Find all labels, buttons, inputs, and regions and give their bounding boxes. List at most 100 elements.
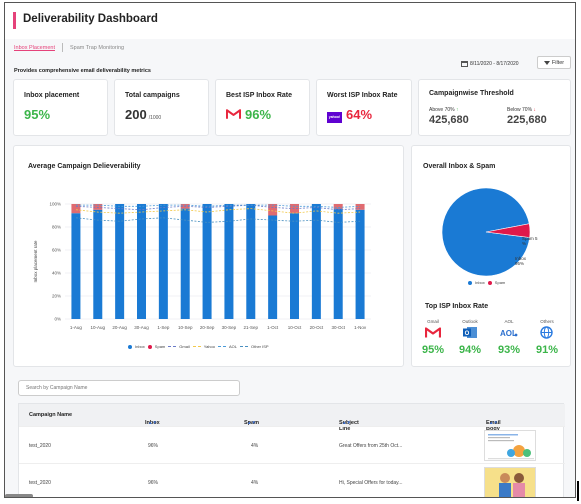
y-tick-label: 60% [52,248,61,253]
isp-value-outlook: 94% [458,344,482,356]
table-row[interactable]: test_2020 96% 4% Great Offers from 25th … [19,426,565,463]
avg-deliverability-card: Average Campaign Delieverability Inbox p… [13,145,404,367]
bar-inbox [333,208,343,319]
pie-title: Overall Inbox & Spam [423,163,496,170]
kpi-label: Worst ISP Inbox Rate [327,92,398,99]
gmail-icon [425,327,441,338]
bar-inbox [71,213,81,319]
series-line-aol [75,204,361,208]
below-label-text: Below 70% [507,107,533,113]
isp-value-gmail: 95% [421,344,445,356]
threshold-below-value: 225,680 [507,114,547,126]
pie-label-spam-line: Spam 5 [522,236,538,241]
bar-inbox [137,204,146,319]
tab-bar: Inbox Placement Spam Trap Monitoring [14,43,124,52]
calendar-icon [461,61,468,67]
x-tick-label: 10-Oct [288,325,302,330]
isp-value-aol: 93% [497,344,521,356]
arrow-up-icon: ↑ [455,107,459,113]
outlook-icon: O [463,327,477,338]
kpi-value: 95% [24,107,51,122]
top-isp-title: Top ISP Inbox Rate [425,303,489,310]
x-tick-label: 21-Sep [244,325,259,330]
bar-inbox [224,204,234,319]
bar-spam [290,204,299,214]
bar-inbox [311,204,321,319]
col-campaign-name[interactable]: Campaign Name [29,412,73,418]
page-description: Provides comprehensive email deliverabil… [14,68,151,74]
series-line-gmail [75,204,361,211]
kpi-value: 64% [346,107,373,122]
cell-campaign: test_2020 [29,480,51,486]
bar-inbox [180,208,190,319]
col-subject-label: Subject Line [339,420,359,432]
tab-inbox-placement[interactable]: Inbox Placement [14,44,55,51]
bar-spam [355,204,365,210]
cell-spam: 4% [251,443,259,449]
inbox-spam-pie-chart: Spam 5 % Inbox 95% [441,187,538,277]
overall-inbox-spam-card: Overall Inbox & Spam Spam 5% Inbox 95% Inb… [411,145,571,367]
title-bar: Deliverability Dashboard [5,3,575,39]
kpi-inbox-placement: Inbox placement 95% [13,79,108,136]
table-header: Campaign Name Inbox ▲▼ Spam ▲▼ Subject Lin… [19,404,565,432]
above-label-text: Above 70% [429,107,455,113]
kpi-best-isp: Best ISP Inbox Rate 96% [215,79,310,136]
legend-other-swatch [240,346,248,347]
kpi-value-group: yahoo! 64% [327,107,372,123]
legend-other-isp: Other ISP [251,344,269,349]
arrow-down-icon: ↓ [533,107,536,113]
threshold-below-label: Below 70% ↓ [507,107,536,113]
cell-inbox: 96% [148,443,159,449]
legend-gmail: Gmail [179,344,190,349]
svg-text:O: O [465,331,470,337]
sort-icon: ▲▼ [342,420,351,425]
y-tick-label: 0% [54,317,61,322]
title-accent-bar [13,12,16,29]
x-tick-label: 1-Sep [157,325,170,330]
campaign-search-input[interactable] [18,380,240,396]
y-tick-label: 80% [52,225,61,230]
date-range-picker[interactable]: 8/11/2020 - 8/17/2020 [461,61,519,67]
kpi-label: Total campaigns [125,92,180,99]
x-tick-label: 20-Sep [200,325,215,330]
kpi-value: 200 [125,107,147,122]
pie-legend-spam-swatch [487,280,492,285]
svg-text:AOL: AOL [500,329,517,338]
threshold-above-label: Above 70% ↑ [429,107,458,113]
cell-inbox: 96% [148,480,159,486]
x-tick-label: 10-Sep [178,325,193,330]
y-tick-label: 20% [52,294,61,299]
horizontal-scrollbar[interactable] [5,494,33,497]
campaign-table: Campaign Name Inbox ▲▼ Spam ▲▼ Subject Lin… [18,403,565,497]
legend-yahoo: Yahoo [203,344,215,349]
bar-inbox [93,209,103,319]
x-tick-label: 20-Oct [310,325,324,330]
tab-divider [61,43,63,52]
isp-label-aol: AOL [504,319,514,324]
cell-subject: Great Offers from 25th Oct... [339,443,403,449]
bar-inbox [290,213,299,319]
gmail-icon [226,109,241,119]
legend-inbox-swatch [128,344,132,349]
filter-button[interactable]: Filter [537,56,571,69]
col-spam-label: Spam [244,420,259,426]
pie-label-inbox: Inbox 95% [515,256,527,266]
kpi-total-campaigns: Total campaigns 200/1000 [114,79,209,136]
legend-spam-swatch [147,344,152,349]
bar-inbox [246,204,256,319]
x-tick-label: 1-Oct [267,325,279,330]
table-row[interactable]: test_2020 96% 4% Hi, Special Offers for … [19,463,565,497]
bar-spam [268,204,278,216]
deliverability-bar-chart: Inbox placement rate 0% 20% 40% 60% 80% 100% 1-… [33,202,371,330]
pie-slice-spam [485,223,531,238]
x-tick-label: 30-Aug [134,325,149,330]
email-body-thumbnail[interactable] [484,467,536,497]
isp-label-others: Others [540,319,554,324]
pie-legend-inbox: Inbox [475,280,485,285]
email-body-thumbnail[interactable] [484,430,536,461]
legend-aol-swatch [217,346,226,347]
cell-subject: Hi, Special Offers for today... [339,480,403,486]
tab-spam-trap-monitoring[interactable]: Spam Trap Monitoring [69,44,125,51]
globe-icon [540,326,553,339]
legend-inbox: Inbox [135,344,145,349]
